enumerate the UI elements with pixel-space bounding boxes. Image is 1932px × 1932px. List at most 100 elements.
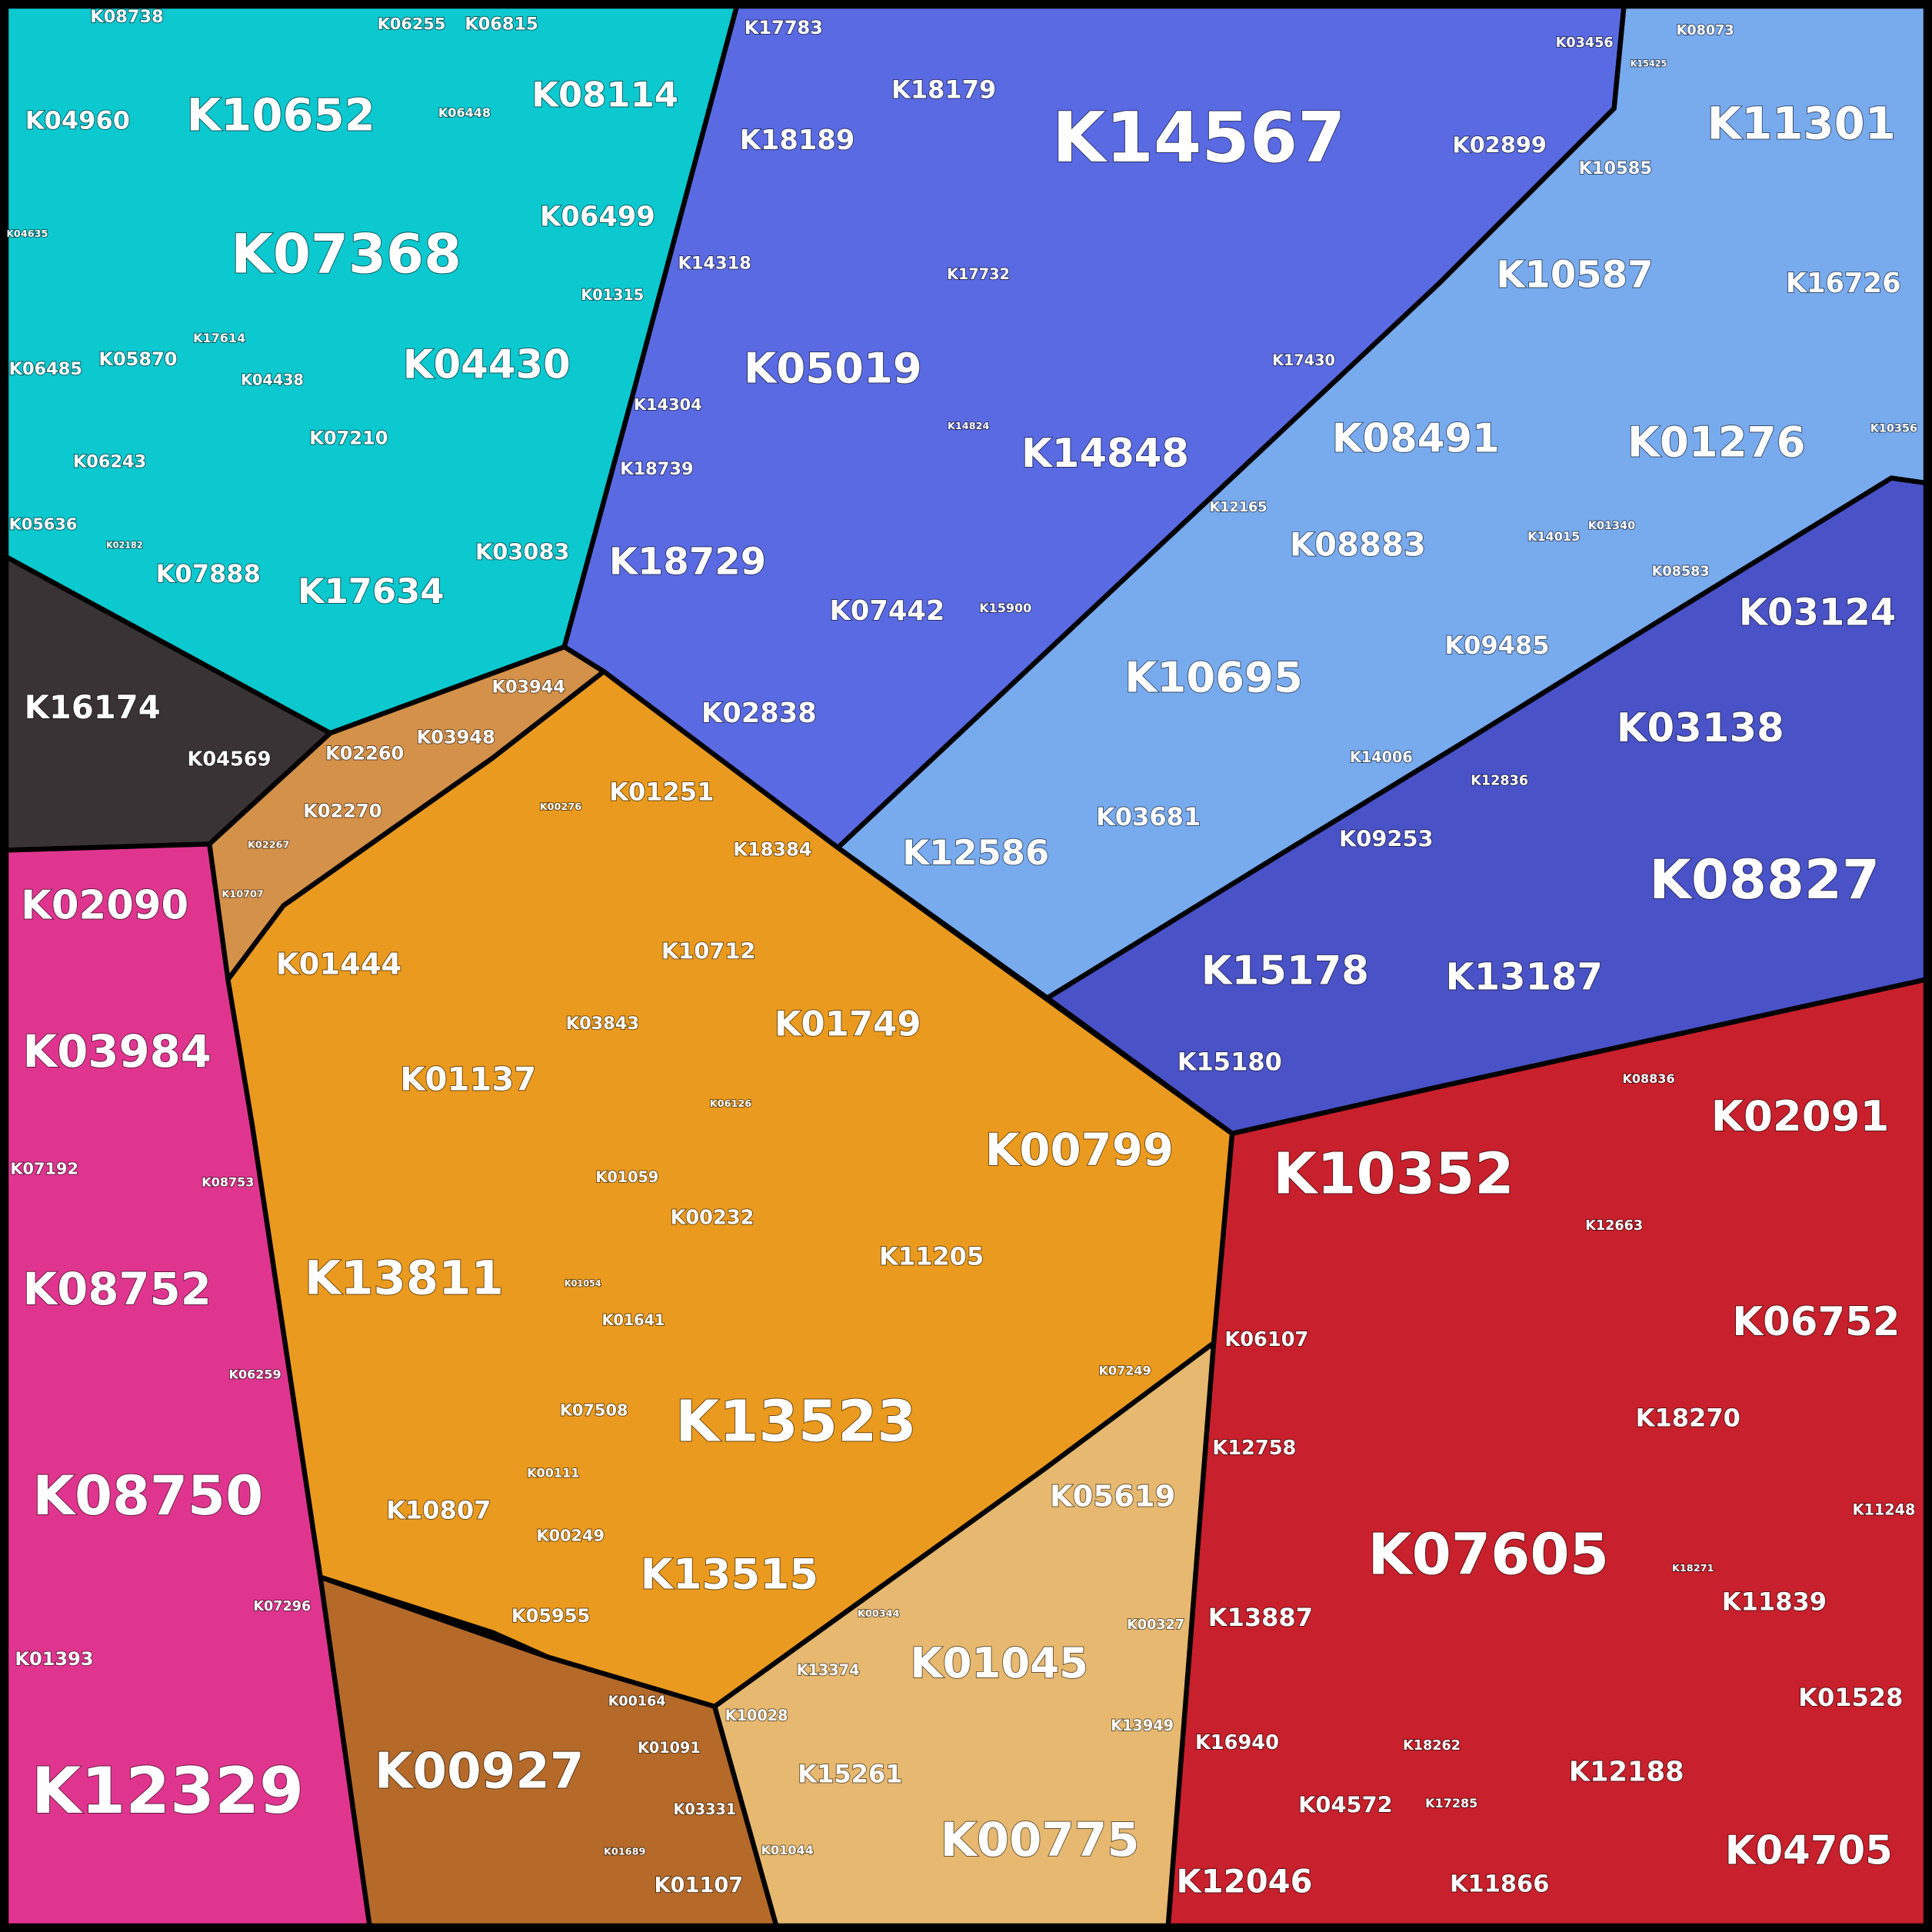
cell-label: K17783 <box>744 17 823 38</box>
cell-label: K15261 <box>798 1760 902 1789</box>
cell-label: K13887 <box>1208 1603 1313 1632</box>
cell-label: K13811 <box>305 1251 504 1306</box>
cell-label: K14848 <box>1021 431 1189 477</box>
cell-label: K17430 <box>1272 351 1335 369</box>
cell-label: K13523 <box>675 1390 916 1455</box>
cell-label: K06107 <box>1224 1328 1308 1351</box>
cell-label: K14318 <box>678 253 751 273</box>
cell-label: K01393 <box>15 1648 93 1670</box>
cell-label: K12758 <box>1212 1437 1296 1460</box>
group-region <box>318 1574 779 1929</box>
cell-label: K08738 <box>90 7 163 27</box>
cell-label: K03083 <box>475 538 570 565</box>
cell-label: K02091 <box>1711 1091 1890 1141</box>
group-region <box>207 644 607 982</box>
cell-label: K18739 <box>620 459 693 479</box>
cell-label: K02090 <box>21 883 188 929</box>
cell-label: K03331 <box>673 1800 736 1818</box>
cell-label: K06448 <box>438 105 491 120</box>
cell-label: K03138 <box>1617 705 1784 751</box>
cell-label: K06243 <box>73 451 146 471</box>
cell-label: K17732 <box>947 265 1010 283</box>
cell-label: K11248 <box>1853 1501 1916 1519</box>
cell-label: K10585 <box>1579 158 1652 178</box>
cell-label: K10028 <box>725 1707 788 1724</box>
cell-label: K06815 <box>465 15 538 35</box>
cell-label: K12188 <box>1569 1756 1684 1787</box>
cell-label: K08073 <box>1677 23 1734 38</box>
cell-label: K03944 <box>492 677 565 697</box>
cell-label: K01091 <box>638 1739 701 1757</box>
cell-label: K01340 <box>1588 520 1635 532</box>
cell-label: K03948 <box>417 727 495 748</box>
cell-label: K07192 <box>10 1159 78 1178</box>
cell-label: K05619 <box>1050 1480 1176 1514</box>
cell-label: K07296 <box>253 1599 311 1614</box>
cell-label: K06255 <box>378 15 446 33</box>
cell-label: K12663 <box>1585 1218 1643 1234</box>
cell-label: K09485 <box>1444 631 1549 660</box>
cell-label: K06752 <box>1732 1299 1900 1345</box>
cell-label: K08836 <box>1622 1071 1674 1086</box>
cell-label: K13374 <box>797 1661 860 1679</box>
cell-label: K08750 <box>32 1464 263 1527</box>
cell-label: K14824 <box>948 421 990 432</box>
cell-label: K01107 <box>654 1874 743 1897</box>
cell-label: K18384 <box>733 838 811 860</box>
cell-label: K02182 <box>106 541 143 551</box>
cell-label: K10352 <box>1273 1142 1514 1208</box>
cell-label: K18179 <box>891 75 996 105</box>
cell-label: K08883 <box>1290 525 1426 563</box>
cell-label: K07605 <box>1368 1523 1609 1588</box>
cell-label: K11301 <box>1707 98 1896 150</box>
cell-label: K07508 <box>560 1401 628 1419</box>
cell-label: K10587 <box>1496 253 1653 296</box>
cell-label: K11205 <box>879 1242 984 1271</box>
cell-label: K15425 <box>1631 58 1667 68</box>
cell-label: K01276 <box>1627 417 1806 466</box>
cell-label: K04960 <box>25 106 130 135</box>
cell-label: K14567 <box>1052 98 1346 178</box>
cell-label: K15900 <box>979 601 1031 615</box>
cell-label: K03843 <box>566 1014 639 1034</box>
cell-label: K17614 <box>193 331 245 345</box>
cell-label: K01251 <box>609 778 714 807</box>
cell-label: K10652 <box>187 88 375 141</box>
cell-label: K14304 <box>634 395 702 414</box>
cell-label: K04438 <box>241 371 304 389</box>
cell-label: K01689 <box>604 1846 646 1857</box>
cell-label: K10807 <box>386 1496 491 1525</box>
cell-label: K14015 <box>1527 529 1580 544</box>
cell-label: K18729 <box>609 541 766 584</box>
cell-label: K00249 <box>536 1527 605 1545</box>
cell-label: K04430 <box>403 341 571 388</box>
cell-label: K07249 <box>1099 1364 1151 1378</box>
cell-label: K04635 <box>6 228 48 240</box>
cell-label: K01045 <box>910 1638 1088 1687</box>
cell-label: K02838 <box>701 698 817 729</box>
cell-label: K12329 <box>32 1754 304 1828</box>
cell-label: K18262 <box>1403 1738 1461 1754</box>
cell-label: K12165 <box>1210 500 1267 515</box>
cell-label: K02260 <box>325 742 404 764</box>
cell-label: K02899 <box>1452 132 1547 158</box>
cell-label: K01315 <box>581 286 644 304</box>
cell-label: K17634 <box>298 571 445 611</box>
cell-label: K05955 <box>511 1605 590 1627</box>
cell-label: K08753 <box>202 1174 254 1189</box>
cell-label: K13949 <box>1111 1717 1174 1734</box>
cell-label: K08114 <box>531 75 678 115</box>
cell-label: K01641 <box>602 1311 665 1329</box>
cell-label: K08491 <box>1332 416 1500 462</box>
cell-label: K16940 <box>1195 1731 1279 1754</box>
cell-label: K12836 <box>1471 774 1528 789</box>
cell-label: K00799 <box>985 1124 1174 1176</box>
cell-label: K07210 <box>309 427 388 448</box>
cell-label: K13187 <box>1446 956 1603 999</box>
cell-label: K03456 <box>1556 35 1614 51</box>
cell-label: K01528 <box>1798 1683 1903 1712</box>
cell-label: K00164 <box>608 1694 666 1709</box>
cell-label: K05019 <box>744 343 922 392</box>
cell-label: K06126 <box>710 1098 752 1110</box>
